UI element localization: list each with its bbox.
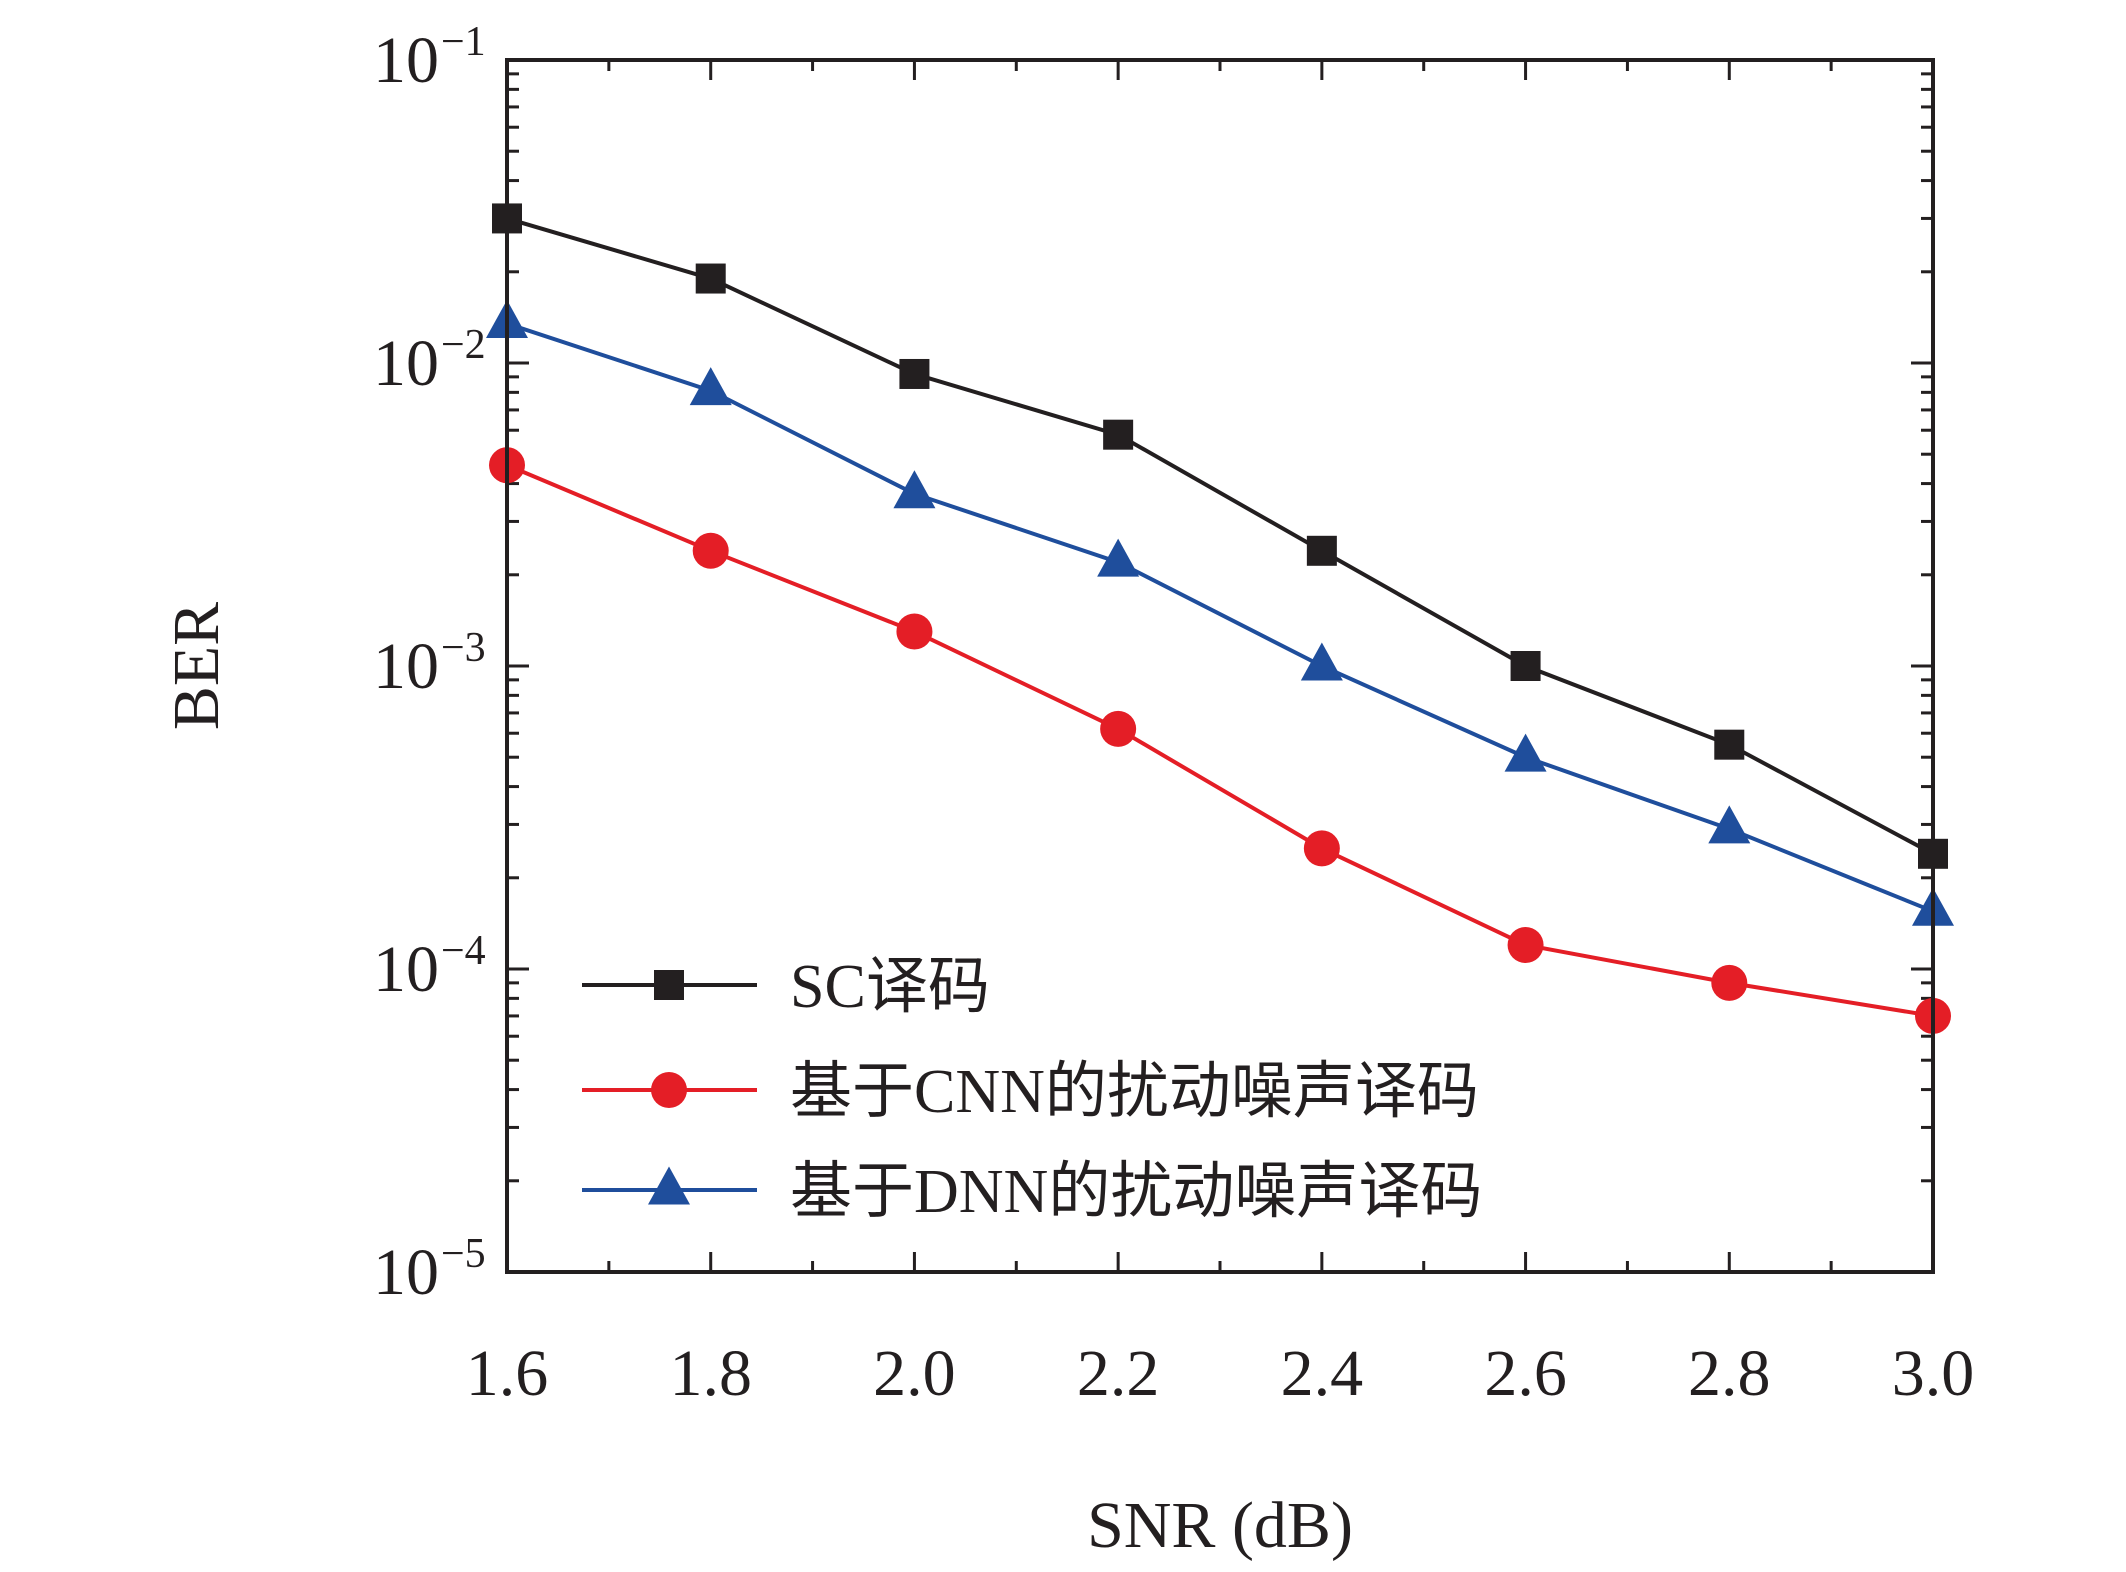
x-tick-label: 2.4	[1281, 1337, 1364, 1410]
legend-label: SC译码	[790, 953, 990, 1021]
data-point	[896, 613, 933, 650]
series-group	[486, 203, 1954, 1034]
series-circle	[489, 447, 1951, 1034]
y-tick-label: 10	[373, 630, 439, 703]
data-point	[1708, 805, 1751, 844]
data-point	[899, 358, 930, 389]
data-point	[1510, 651, 1541, 681]
plot-frame	[505, 58, 1935, 1274]
y-tick-labels: 10−110−210−310−410−5	[373, 19, 486, 1309]
legend-marker	[651, 1072, 687, 1108]
data-point	[1300, 642, 1343, 681]
legend-marker	[648, 1166, 690, 1205]
data-point	[1097, 538, 1140, 577]
y-tick-exponent: −3	[441, 625, 486, 671]
data-point	[1303, 830, 1340, 867]
data-point	[1100, 710, 1137, 747]
series-line	[506, 463, 1934, 1018]
x-tick-labels: 1.6 1.8 2.0 2.2 2.4 2.6 2.8 3.0	[466, 1337, 1975, 1410]
series-line	[506, 216, 1934, 856]
series-triangle	[486, 299, 1954, 926]
y-tick-label: 10	[373, 1236, 439, 1309]
data-point	[1711, 964, 1748, 1001]
y-axis-title: BER	[160, 602, 233, 730]
x-tick-label: 3.0	[1892, 1337, 1975, 1410]
x-tick-label: 2.8	[1688, 1337, 1771, 1410]
x-axis-title: SNR (dB)	[1087, 1489, 1353, 1562]
y-tick-exponent: −2	[441, 322, 486, 368]
data-point	[1504, 733, 1547, 772]
y-tick-exponent: −5	[441, 1231, 486, 1277]
y-tick-exponent: −1	[441, 19, 486, 65]
series-line	[506, 321, 1934, 914]
legend-marker	[654, 970, 684, 1000]
legend-label: 基于DNN的扰动噪声译码	[790, 1158, 1482, 1226]
data-point	[689, 367, 732, 406]
data-point	[692, 532, 729, 569]
data-point	[893, 470, 936, 509]
data-point	[1714, 729, 1745, 760]
x-tick-label: 2.0	[873, 1337, 956, 1410]
x-tick-label: 2.2	[1077, 1337, 1160, 1410]
data-point	[1103, 419, 1134, 450]
legend-item: 基于CNN的扰动噪声译码	[582, 1058, 1479, 1126]
legend-item: SC译码	[582, 953, 990, 1021]
y-tick-label: 10	[373, 327, 439, 400]
legend-label: 基于CNN的扰动噪声译码	[790, 1058, 1479, 1126]
x-tick-label: 1.8	[669, 1337, 752, 1410]
y-tick-label: 10	[373, 933, 439, 1006]
x-tick-label: 1.6	[466, 1337, 549, 1410]
y-tick-exponent: −4	[441, 928, 486, 974]
y-tick-label: 10	[373, 24, 439, 97]
data-point	[1306, 535, 1337, 566]
data-point	[695, 263, 726, 294]
legend-item: 基于DNN的扰动噪声译码	[582, 1158, 1482, 1226]
x-tick-label: 2.6	[1484, 1337, 1567, 1410]
data-point	[1507, 927, 1544, 964]
